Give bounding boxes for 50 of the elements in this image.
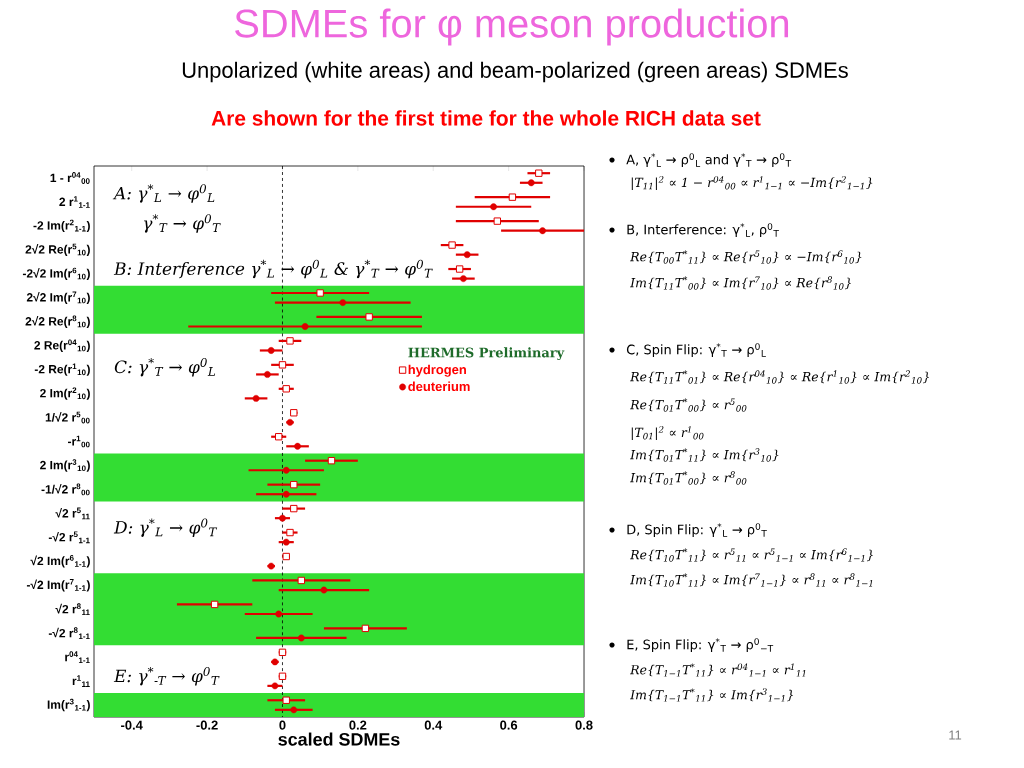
- y-tick-label: -2 Re(r$^{1}$$_{10}$): [34, 363, 90, 376]
- text: A, γ$^{*}$$_{L}$ → ρ$^{0}$$_{L}$ and γ$^{*}$$_{T}$ → ρ$^{0}$T: [626, 153, 792, 167]
- x-tick-label: 0.2: [349, 720, 367, 730]
- text: Are shown for the first time for the whole RICH data set: [211, 110, 761, 126]
- x-tick-label: 0.8: [575, 720, 593, 730]
- annotation: γ$^{*}$$_{T}$ → φ$^{0}$T: [143, 214, 221, 233]
- text: Re{T$_{10}$T$^{*}$$_{11}$} ∝ r$^{5}$$_{11}$ ∝ r$^{5}$$_{1−1}$ ∝ Im{r$^{6}$$_{1−1}$}: [630, 548, 873, 562]
- text: Im{T$_{1−1}$T$^{*}$$_{11}$} ∝ Im{r$^{3}$$_{1−1}$}: [630, 688, 794, 702]
- y-tick-label: -2 Im(r$^{2}$$_{1-1}$): [33, 219, 90, 233]
- legend-title: HERMES Preliminary: [408, 347, 565, 361]
- annotation: E: γ$^{*}$$_{-T}$ → φ$^{0}$T: [113, 666, 220, 686]
- text: Im{T$_{01}$T$^{*}$$_{11}$} ∝ Im{r$^{3}$$_{10}$}: [630, 448, 779, 462]
- annotation: A: γ$^{*}$$_{L}$ → φ$^{0}$L: [112, 184, 215, 203]
- y-tick-label: 2 Im(r$^{2}$$_{10}$): [40, 387, 90, 400]
- text: |T$_{11}$|$^{2}$ ∝ 1 − r$^{04}$$_{00}$ ∝ r$^{1}$$_{1−1}$ ∝ −Im{r$^{2}$$_{1−1}$}: [631, 176, 873, 190]
- text: C, Spin Flip: γ$^{*}$$_{T}$ → ρ$^{0}$L: [626, 343, 766, 357]
- y-tick-label: 2√2 Im(r$^{7}$$_{10}$): [26, 291, 90, 304]
- x-tick-label: -0.4: [121, 720, 143, 730]
- y-tick-label: 2 Im(r$^{3}$$_{10}$): [40, 459, 90, 472]
- text: Im{T$_{01}$T$^{*}$$_{00}$} ∝ r$^{8}$00: [630, 471, 747, 485]
- text: Re{T$_{1−1}$T$^{*}$$_{11}$} ∝ r$^{04}$$_{1−1}$ ∝ r$^{1}$11: [630, 663, 806, 677]
- x-tick-label: 0.4: [424, 720, 443, 730]
- text: Re{T$_{00}$T$^{*}$$_{11}$} ∝ Re{r$^{5}$$_{10}$} ∝ −Im{r$^{6}$$_{10}$}: [630, 250, 862, 264]
- text: D, Spin Flip: γ$^{*}$$_{L}$ → ρ$^{0}$T: [627, 523, 767, 537]
- chart-subtitle: Unpolarized (white areas) and beam-polarized (green areas) SDMEs: [182, 61, 848, 83]
- legend-label: deuterium: [408, 381, 470, 392]
- y-tick-label: 2 Re(r$^{04}$$_{10}$): [34, 339, 90, 352]
- y-tick-label: -√2 Im(r$^{7}$$_{1-1}$): [26, 579, 90, 592]
- annotation: D: γ$^{*}$$_{L}$ → φ$^{0}$T: [113, 518, 218, 538]
- y-tick-label: -2√2 Im(r$^{6}$$_{10}$): [22, 267, 90, 281]
- text: Im{T$_{10}$T$^{*}$$_{11}$} ∝ Im{r$^{7}$$_{1−1}$} ∝ r$^{8}$$_{11}$ ∝ r$^{8}$1−1: [630, 573, 873, 587]
- x-axis-title: scaled SDMEs: [278, 732, 400, 746]
- y-tick-label: 2√2 Re(r$^{5}$$_{10}$): [25, 243, 90, 257]
- y-tick-label: Im(r$^{3}$$_{1-1}$): [47, 698, 90, 712]
- x-tick-label: 0: [279, 720, 286, 730]
- annotation: C: γ$^{*}$$_{T}$ → φ$^{0}$L: [114, 357, 216, 377]
- legend-label: hydrogen: [408, 364, 466, 377]
- x-tick-label: 0.6: [500, 720, 518, 730]
- text: Im{T$_{11}$T$^{*}$$_{00}$} ∝ Im{r$^{7}$$_{10}$} ∝ Re{r$^{8}$$_{10}$}: [630, 276, 851, 290]
- text: E, Spin Flip: γ$^{*}$$_{T}$ → ρ$^{0}$−T: [627, 638, 774, 652]
- text: Re{T$_{11}$T$^{*}$$_{01}$} ∝ Re{r$^{04}$$_{10}$} ∝ Re{r$^{1}$$_{10}$} ∝ Im{r$^{2}$$_{10}$}: [630, 370, 930, 384]
- y-tick-label: 2√2 Re(r$^{8}$$_{10}$): [25, 315, 90, 328]
- x-tick-label: -0.2: [196, 720, 218, 730]
- text: 11: [949, 730, 962, 740]
- text: B, Interference: γ$^{*}$$_{L}$, ρ$^{0}$T: [627, 223, 779, 237]
- text: Re{T$_{01}$T$^{*}$$_{00}$} ∝ r$^{5}$00: [630, 398, 747, 412]
- chart-title: SDMEs for φ meson production: [235, 8, 789, 46]
- text: B: Interference γ$^{*}$$_{L}$ → φ$^{0}$$_{L}$ & γ$^{*}$$_{T}$ → φ$^{0}$T: [113, 259, 433, 279]
- y-tick-label: √2 Im(r$^{6}$$_{1-1}$): [30, 555, 90, 568]
- text: |T$_{01}$|$^{2}$ ∝ r$^{1}$00: [631, 426, 704, 440]
